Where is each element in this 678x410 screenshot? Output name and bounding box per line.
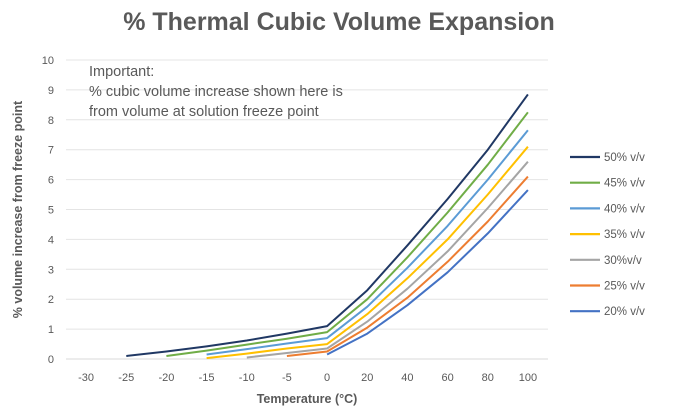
x-tick-label: 20 (361, 372, 373, 384)
legend: 50% v/v 45% v/v 40% v/v 35% v/v 30%v/v 25% v/… (570, 152, 645, 318)
x-tick-label: 0 (324, 372, 330, 384)
x-tick-label: 80 (482, 372, 494, 384)
y-tick-label: 6 (48, 175, 54, 187)
series-lines (126, 93, 529, 360)
x-tick-label: 100 (519, 372, 537, 384)
legend-label: 40% v/v (604, 203, 645, 215)
x-tick-label: -25 (118, 372, 134, 384)
x-tick-label: 60 (441, 372, 453, 384)
y-axis-title: % volume increase from freeze point (11, 100, 25, 318)
y-tick-labels: 0 1 2 3 4 5 6 7 8 9 10 (42, 55, 54, 366)
series-line (166, 111, 529, 357)
x-tick-labels: -30 -25 -20 -15 -10 -5 0 20 40 60 80 100 (78, 372, 537, 384)
x-tick-label: -15 (199, 372, 215, 384)
x-tick-label: -20 (158, 372, 174, 384)
annotation-note: Important: % cubic volume increase shown… (89, 62, 343, 122)
annotation-line: % cubic volume increase shown here is (89, 84, 343, 100)
y-tick-label: 9 (48, 85, 54, 97)
x-axis-title: Temperature (°C) (257, 392, 358, 406)
legend-label: 50% v/v (604, 152, 645, 164)
legend-label: 30%v/v (604, 255, 642, 267)
series-line (126, 93, 529, 357)
y-tick-label: 0 (48, 354, 54, 366)
annotation-line: Important: (89, 64, 155, 80)
annotation-line: from volume at solution freeze point (89, 104, 319, 120)
series-line (286, 175, 529, 357)
x-tick-label: -30 (78, 372, 94, 384)
series-line (206, 129, 529, 356)
x-tick-label: 40 (401, 372, 413, 384)
series-line (206, 146, 529, 360)
legend-label: 35% v/v (604, 229, 645, 241)
legend-label: 25% v/v (604, 281, 645, 293)
y-tick-label: 7 (48, 145, 54, 157)
y-tick-label: 3 (48, 264, 54, 276)
chart-title: % Thermal Cubic Volume Expansion (123, 8, 555, 36)
x-tick-label: -10 (239, 372, 255, 384)
y-tick-label: 5 (48, 205, 54, 217)
y-tick-label: 2 (48, 294, 54, 306)
series-line (246, 161, 529, 359)
x-tick-label: -5 (282, 372, 292, 384)
series-line (326, 189, 529, 356)
y-tick-label: 10 (42, 55, 54, 67)
legend-label: 20% v/v (604, 306, 645, 318)
y-tick-label: 8 (48, 115, 54, 127)
y-tick-label: 1 (48, 324, 54, 336)
legend-label: 45% v/v (604, 178, 645, 190)
y-tick-label: 4 (48, 234, 54, 246)
